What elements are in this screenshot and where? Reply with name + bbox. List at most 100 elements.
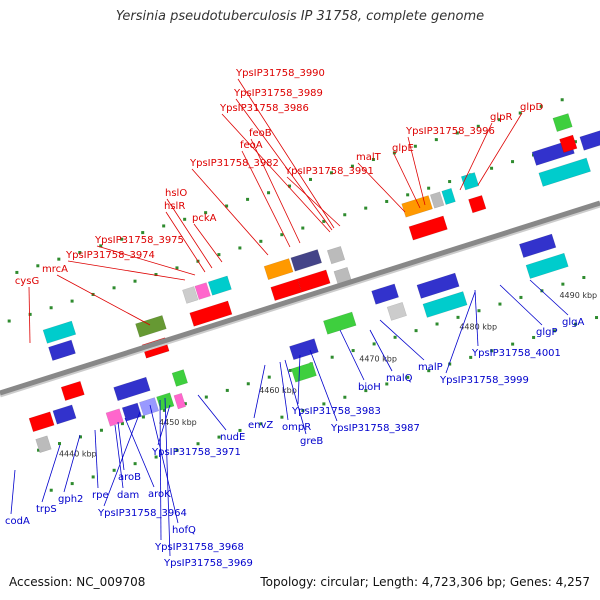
gene-block-rect [171, 369, 189, 387]
leader-line-top [235, 98, 333, 231]
gene-block-rect [323, 311, 357, 335]
leader-line-bottom [117, 421, 125, 471]
gene-label-bottom: ompR [282, 422, 311, 433]
gene-block [48, 339, 76, 361]
gene-label-bottom: YpsIP31758_3964 [97, 508, 187, 519]
tick-mark [456, 315, 460, 319]
leader-line-bottom [445, 291, 476, 374]
tick-mark [238, 246, 242, 250]
gene-block-rect [289, 338, 319, 361]
gene-label-top: YpsIP31758_3991 [284, 166, 374, 177]
leader-line-bottom [279, 361, 289, 421]
gene-block-rect [52, 404, 77, 425]
leader-line-bottom [309, 349, 338, 422]
leader-line-bottom [474, 289, 479, 347]
tick-mark [364, 389, 368, 393]
gene-label-top: feoB [249, 128, 272, 139]
tick-mark [329, 171, 333, 175]
gene-block-rect [519, 233, 557, 258]
gene-label-top: YpsIP31758_3986 [219, 103, 309, 114]
tick-mark [133, 279, 137, 283]
leader-line-bottom [124, 417, 155, 488]
gene-label-bottom: codA [5, 516, 30, 527]
gene-block [60, 380, 85, 401]
leader-line-top [286, 176, 341, 227]
gene-block-rect [538, 157, 591, 187]
leader-line-top [165, 211, 206, 273]
tick-mark [225, 204, 229, 208]
scale-label: 4470 kbp [359, 354, 397, 363]
gene-label-top: YpsIP31758_3996 [405, 126, 495, 137]
gene-block-rect [113, 376, 151, 402]
tick-mark [57, 257, 61, 261]
tick-mark [511, 342, 515, 346]
leader-line-top [166, 198, 213, 269]
leader-line-top [250, 138, 301, 244]
gene-block-rect [468, 195, 487, 214]
gene-block [263, 258, 294, 281]
gene-block [579, 126, 600, 151]
gene-block-rect [121, 402, 142, 422]
gene-label-top: YpsIP31758_3989 [233, 88, 323, 99]
backbone-line [0, 200, 600, 396]
tick-mark [246, 382, 250, 386]
tick-mark [351, 349, 355, 353]
gene-label-bottom: rpe [92, 490, 109, 501]
tick-mark [343, 213, 347, 217]
tick-mark [162, 224, 166, 228]
leader-line-top [191, 168, 269, 256]
tick-mark [267, 191, 271, 195]
gene-block [207, 275, 232, 296]
tick-mark [518, 111, 522, 115]
scale-label: 4450 kbp [159, 418, 197, 427]
leader-line-bottom [159, 399, 162, 541]
leader-line-bottom [94, 429, 99, 489]
gene-block [441, 187, 456, 205]
tick-mark [301, 409, 305, 413]
scale-label: 4440 kbp [59, 449, 97, 458]
gene-block [173, 392, 187, 410]
tick-mark [322, 402, 326, 406]
gene-label-bottom: YpsIP31758_3987 [330, 423, 420, 434]
tick-mark [267, 375, 271, 379]
label-leader-lines [10, 78, 569, 557]
gene-block [371, 283, 399, 305]
tick-mark [78, 251, 82, 255]
gene-label-bottom: YpsIP31758_4001 [471, 348, 561, 359]
gene-block [401, 195, 433, 218]
gene-block-rect [42, 320, 77, 344]
gene-block [525, 252, 569, 279]
tick-mark [490, 166, 494, 170]
gene-block [468, 195, 487, 214]
leader-line-bottom [103, 411, 141, 507]
tick-mark [7, 319, 11, 323]
gene-label-top: YpsIP31758_3974 [65, 250, 155, 261]
gene-block-rect [263, 258, 294, 281]
tick-mark [553, 329, 557, 333]
gene-block-rect [139, 397, 160, 417]
leader-line-bottom [149, 404, 179, 524]
gene-block [189, 300, 233, 327]
gene-block-rect [105, 408, 124, 427]
tick-mark [280, 233, 284, 237]
tick-mark [476, 124, 480, 128]
leader-line-top [357, 162, 406, 213]
leader-line-bottom [164, 397, 171, 557]
tick-mark [37, 448, 41, 452]
leader-line-top [96, 245, 196, 276]
gene-block [386, 301, 407, 321]
leader-line-bottom [253, 364, 266, 419]
tick-mark [162, 408, 166, 412]
tick-mark [112, 286, 116, 290]
gene-label-top: hslO [165, 188, 187, 199]
tick-mark [154, 455, 158, 459]
gene-block [139, 397, 160, 417]
gene-block-rect [189, 300, 233, 327]
tick-mark [497, 118, 501, 122]
tick-mark [204, 395, 208, 399]
gene-block-rect [401, 195, 433, 218]
gene-block-rect [182, 286, 199, 304]
gene-block [291, 361, 317, 383]
tick-mark [288, 368, 292, 372]
tick-mark [469, 355, 473, 359]
